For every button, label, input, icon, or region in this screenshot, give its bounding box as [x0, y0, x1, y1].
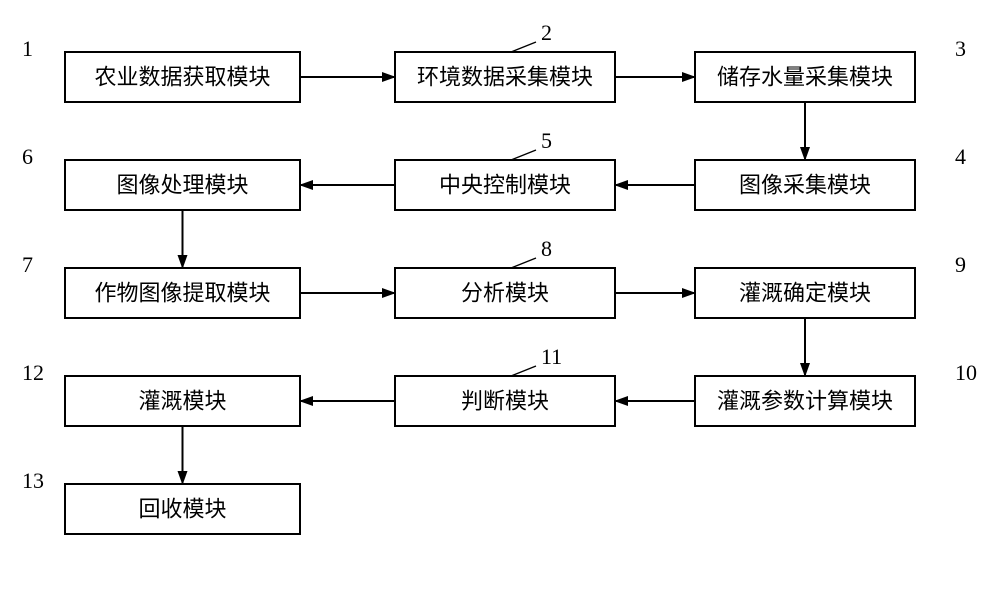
- flow-node: 灌溉参数计算模块 10: [695, 360, 977, 426]
- node-label: 图像处理模块: [116, 173, 248, 198]
- node-number: 7: [22, 252, 33, 277]
- node-number: 3: [955, 36, 966, 61]
- flow-node: 环境数据采集模块 2: [395, 20, 615, 102]
- flowchart-diagram: 农业数据获取模块 1 环境数据采集模块 2 储存水量采集模块 3 图像采集模块 4 中央控制模块…: [0, 0, 1000, 599]
- node-number: 11: [541, 344, 562, 369]
- node-number: 12: [22, 360, 44, 385]
- node-number: 4: [955, 144, 966, 169]
- leader-line: [511, 258, 536, 268]
- node-label: 作物图像提取模块: [94, 281, 270, 306]
- leader-line: [511, 150, 536, 160]
- node-number: 10: [955, 360, 977, 385]
- node-label: 判断模块: [461, 389, 549, 414]
- node-number: 1: [22, 36, 33, 61]
- node-number: 9: [955, 252, 966, 277]
- node-number: 5: [541, 128, 552, 153]
- node-label: 灌溉参数计算模块: [717, 389, 893, 414]
- flow-node: 中央控制模块 5: [395, 128, 615, 210]
- leader-line: [511, 366, 536, 376]
- node-label: 环境数据采集模块: [417, 65, 593, 90]
- flow-node: 图像处理模块 6: [22, 144, 300, 210]
- node-label: 分析模块: [461, 281, 549, 306]
- node-number: 13: [22, 468, 44, 493]
- node-label: 储存水量采集模块: [717, 65, 893, 90]
- node-number: 6: [22, 144, 33, 169]
- node-label: 灌溉确定模块: [739, 281, 871, 306]
- node-label: 中央控制模块: [439, 173, 571, 198]
- node-number: 8: [541, 236, 552, 261]
- flow-node: 图像采集模块 4: [695, 144, 966, 210]
- flow-node: 灌溉确定模块 9: [695, 252, 966, 318]
- flow-node: 农业数据获取模块 1: [22, 36, 300, 102]
- flow-node: 灌溉模块 12: [22, 360, 300, 426]
- flow-node: 分析模块 8: [395, 236, 615, 318]
- leader-line: [511, 42, 536, 52]
- flow-node: 作物图像提取模块 7: [22, 252, 300, 318]
- node-label: 回收模块: [138, 497, 226, 522]
- flow-node: 储存水量采集模块 3: [695, 36, 966, 102]
- flow-node: 回收模块 13: [22, 468, 300, 534]
- node-label: 农业数据获取模块: [94, 65, 270, 90]
- node-number: 2: [541, 20, 552, 45]
- node-label: 图像采集模块: [739, 173, 871, 198]
- node-label: 灌溉模块: [138, 389, 226, 414]
- flow-node: 判断模块 11: [395, 344, 615, 426]
